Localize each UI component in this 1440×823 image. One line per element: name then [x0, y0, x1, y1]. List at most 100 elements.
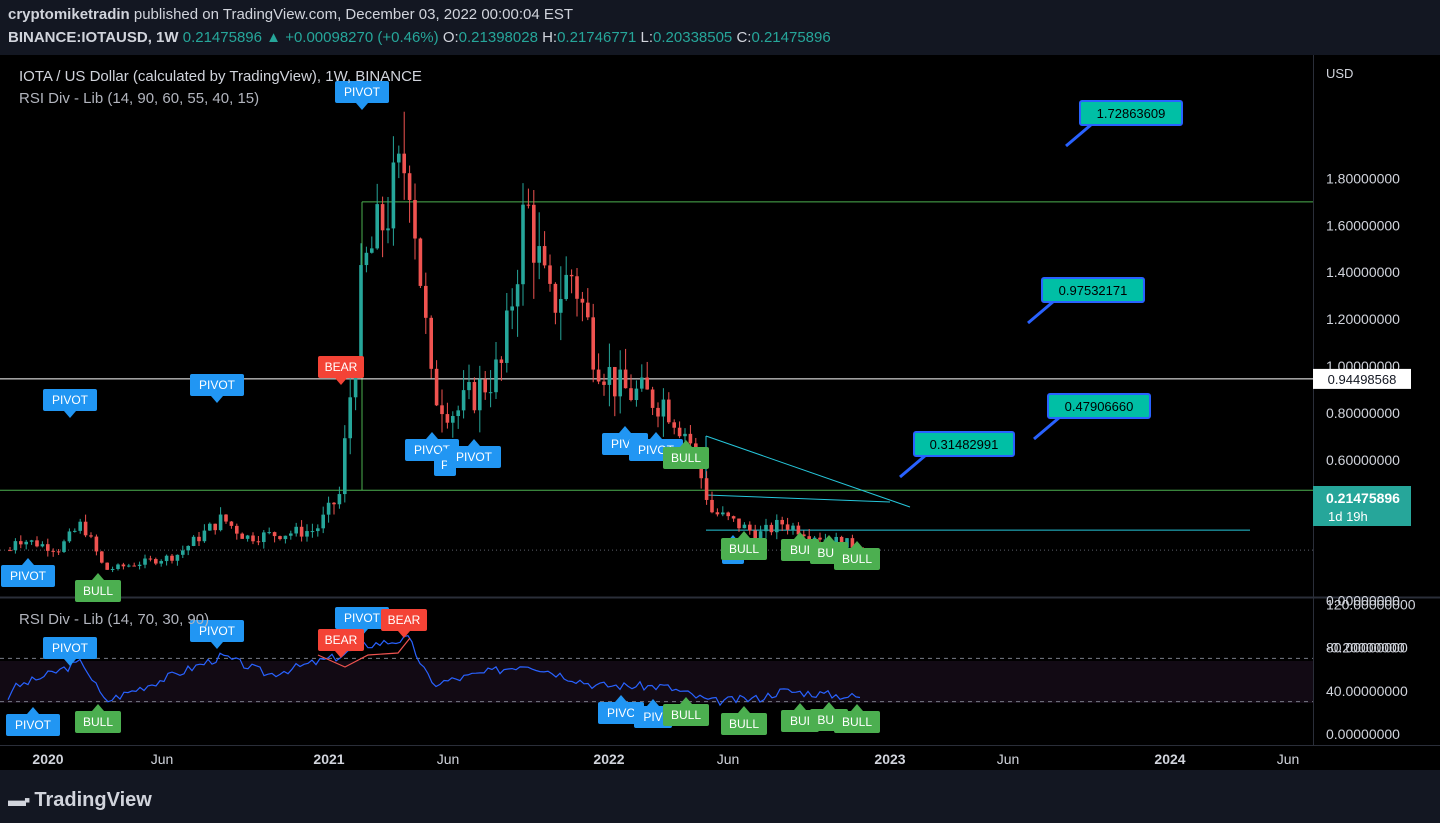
- candle-body: [796, 525, 801, 535]
- candle-body: [548, 265, 552, 284]
- candle-body: [418, 238, 423, 286]
- callout-0-31482991-box: [913, 431, 1015, 457]
- candle-body: [186, 545, 190, 551]
- candle-body: [235, 525, 239, 534]
- publisher-name[interactable]: cryptomiketradin: [8, 6, 130, 23]
- candle-body: [602, 381, 606, 385]
- candle-body: [780, 519, 784, 525]
- candle-body: [553, 283, 558, 313]
- candle-body: [731, 516, 736, 519]
- tradingview-brand[interactable]: ▬▪ TradingView: [8, 789, 152, 812]
- rsi-pivot-2022b-text: PIV: [643, 710, 662, 724]
- bull-signal-2022e-box: [834, 548, 880, 570]
- main-legend: IOTA / US Dollar (calculated by TradingV…: [19, 68, 422, 85]
- high-label: H:: [542, 29, 558, 46]
- last-price-text: 0.21475896: [1326, 490, 1400, 506]
- candle-body: [24, 541, 28, 545]
- callout-0-31482991-text: 0.31482991: [930, 437, 999, 452]
- candle-body: [110, 568, 115, 570]
- callout-0-47906660-text: 0.47906660: [1065, 399, 1134, 414]
- high-value: 0.21746771: [557, 29, 637, 46]
- rsi-pivot-2021-box: [335, 607, 389, 629]
- candle-body: [661, 399, 666, 417]
- candle-body: [834, 536, 838, 545]
- candle-body: [726, 512, 730, 517]
- callout-0-97532171-text: 0.97532171: [1059, 283, 1128, 298]
- candle-body: [769, 524, 774, 533]
- candle-body: [218, 514, 223, 531]
- candle-body: [467, 382, 471, 391]
- time-tick-label: Jun: [437, 751, 460, 767]
- candle-body: [623, 369, 628, 389]
- candle-body: [613, 367, 617, 397]
- rsi-line: [7, 635, 861, 707]
- rsi-bull-2022b-box: [721, 713, 767, 735]
- rsi-bearish-divergence: [317, 637, 411, 668]
- rsi-pivot-2020a-box: [43, 637, 97, 659]
- candle-body: [785, 524, 790, 530]
- candle-body: [137, 564, 142, 566]
- candle-body: [407, 173, 412, 200]
- candle-body: [278, 536, 282, 540]
- indicator-legend[interactable]: RSI Div - Lib (14, 90, 60, 55, 40, 15): [19, 90, 260, 107]
- up-arrow-icon: ▲: [266, 29, 282, 46]
- open-value: 0.21398028: [458, 29, 538, 46]
- bull-signal-2022a-pointer: [680, 440, 692, 447]
- candle-body: [753, 530, 757, 540]
- candle-body: [704, 478, 709, 500]
- rsi-pivot-2019-box: [6, 714, 60, 736]
- candle-body: [62, 541, 66, 552]
- pivot-signal-2021c-text: P: [441, 458, 449, 472]
- chart-area[interactable]: 1.72863609 0.97532171 0.47906660 0.31482991…: [0, 55, 1440, 770]
- bull-signal-2022d-pointer: [823, 535, 835, 542]
- candle-body: [283, 535, 288, 540]
- pivot-signal-2020a-box: [43, 389, 97, 411]
- pivot-signal-2021b-pointer: [426, 432, 438, 439]
- candle-body: [715, 512, 720, 515]
- candle-body: [359, 265, 363, 367]
- candle-body: [413, 199, 417, 239]
- bull-signal-2020-pointer: [92, 573, 104, 580]
- pivot-signal-2019-pointer: [22, 558, 34, 565]
- price-change: +0.00098270 (+0.46%): [285, 29, 439, 46]
- time-tick-label: 2022: [593, 751, 624, 767]
- rsi-pivot-2022b-box: [634, 706, 672, 728]
- bull-signal-2022a-box: [663, 447, 709, 469]
- candle-body: [127, 565, 131, 567]
- rsi-pivot-2022b-pointer: [647, 699, 659, 706]
- candle-body: [645, 377, 649, 390]
- rsi-bull-2022c-text: BUI: [790, 714, 810, 728]
- candle-body: [148, 558, 153, 560]
- time-tick-label: Jun: [151, 751, 174, 767]
- candle-body: [591, 317, 595, 370]
- rsi-bull-2022a-pointer: [680, 697, 692, 704]
- candle-body: [672, 422, 676, 428]
- candle-body: [812, 537, 817, 540]
- time-tick-label: 2020: [32, 751, 63, 767]
- candle-body: [29, 540, 34, 542]
- pivot-signal-2021-pointer: [356, 103, 368, 110]
- rsi-pivot-2020b-box: [190, 620, 244, 642]
- pivot-signal-2020a-pointer: [64, 411, 76, 418]
- price-tick-label: -0.20000000: [1326, 639, 1405, 655]
- callout-1-72863609-pointer: [1065, 122, 1093, 148]
- rsi-bear-2021a-pointer: [335, 651, 347, 658]
- rsi-bull-2022c-pointer: [794, 703, 806, 710]
- wedge-lower-trendline: [705, 494, 891, 503]
- rsi-bull-2020-text: BULL: [83, 715, 113, 729]
- chart-canvas[interactable]: 1.72863609 0.97532171 0.47906660 0.31482991…: [0, 55, 1440, 770]
- rsi-legend[interactable]: RSI Div - Lib (14, 70, 30, 90): [19, 611, 210, 628]
- candle-body: [764, 524, 768, 532]
- candle-body: [245, 535, 250, 539]
- candle-body: [326, 502, 331, 515]
- rsi-bull-2022e-pointer: [851, 704, 863, 711]
- candle-body: [343, 438, 347, 495]
- candle-body: [40, 544, 45, 547]
- candle-body: [154, 559, 158, 564]
- candle-body: [332, 502, 336, 505]
- candle-body: [159, 561, 163, 564]
- publish-info: published on TradingView.com, December 0…: [133, 6, 574, 23]
- candle-body: [51, 550, 55, 552]
- candle-body: [305, 531, 309, 537]
- rsi-pivot-2020b-text: PIVOT: [199, 624, 236, 638]
